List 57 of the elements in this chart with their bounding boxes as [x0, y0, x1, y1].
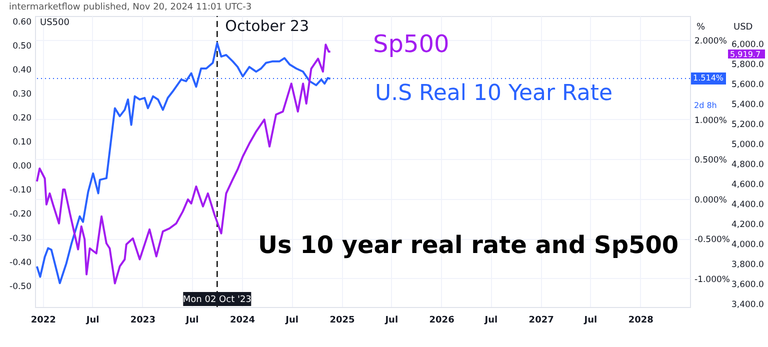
y3-axis-title: USD: [734, 22, 753, 32]
y2-tick-label: 0.000%: [694, 195, 727, 206]
y2-tick-label: -1.000%: [694, 274, 730, 285]
y3-tick-label: 3,800.0: [732, 260, 764, 270]
text: 5,919.7: [730, 50, 761, 59]
y-tick-label: 0.00: [12, 162, 32, 172]
x-tick-label: 2022: [30, 316, 56, 326]
y3-tick-label: 5,600.0: [732, 80, 764, 90]
x-tick-label: Jul: [484, 316, 498, 326]
y-tick-label: 0.30: [12, 89, 32, 100]
ref-line-label: 1.514%: [693, 73, 724, 82]
y3-tick-label: 6,000.0: [732, 40, 764, 50]
y3-tick-label: 4,400.0: [732, 200, 764, 210]
x-tick-label: 2024: [230, 316, 256, 326]
text: U.S Real 10 Year Rate: [375, 81, 612, 106]
y-tick-label: -0.20: [10, 210, 32, 220]
y3-tick-label: 4,000.0: [732, 240, 764, 250]
x-tick-label: Jul: [583, 316, 598, 326]
ref-line-label: October 23: [225, 17, 310, 35]
y-tick-label: 0.50: [12, 41, 32, 52]
y-tick-label: 0.40: [12, 65, 32, 76]
y3-tick-label: 5,000.0: [732, 140, 764, 150]
y-tick-label: -0.40: [10, 258, 32, 268]
y3-tick-label: 5,800.0: [732, 60, 764, 70]
x-tick-label: 2026: [429, 316, 454, 326]
text: 2d 8h: [694, 101, 717, 110]
y3-tick-label: 4,600.0: [732, 180, 764, 190]
chart-title: intermarketflow published, Nov 20, 2024 11:01 UTC-3: [9, 2, 252, 12]
y2-tick-label: 1.000%: [694, 116, 727, 126]
annotation: Mon 02 Oct '23: [182, 295, 252, 305]
y-tick-label: -0.30: [10, 234, 32, 244]
y-tick-label: 0.10: [12, 138, 32, 148]
x-tick-label: 2025: [330, 316, 355, 326]
y-tick-label: -0.10: [10, 186, 32, 196]
y-tick-label: 0.60: [12, 17, 32, 28]
x-tick-label: Jul: [384, 316, 398, 326]
x-tick-label: 2028: [628, 316, 654, 326]
series-label: Sp500: [373, 30, 450, 58]
annotation: Us 10 year real rate and Sp500: [258, 231, 679, 259]
x-tick-label: 2023: [130, 316, 156, 326]
x-tick-label: Jul: [184, 316, 199, 326]
y2-axis-title: %: [696, 22, 706, 32]
y2-tick-label: 0.500%: [694, 156, 727, 166]
y3-tick-label: 3,400.0: [732, 300, 764, 310]
y-tick-label: 0.20: [12, 114, 32, 124]
y2-tick-label: 2.000%: [694, 36, 727, 46]
x-tick-label: 2027: [528, 316, 554, 326]
y3-tick-label: 4,200.0: [732, 220, 764, 230]
y3-tick-label: 5,400.0: [732, 100, 764, 110]
y-tick-label: -0.50: [10, 282, 32, 292]
y3-tick-label: 3,600.0: [732, 280, 764, 290]
y2-tick-label: -0.500%: [694, 235, 730, 246]
annotation: US500: [40, 18, 70, 28]
x-tick-label: Jul: [284, 316, 299, 326]
y3-tick-label: 5,200.0: [732, 120, 764, 130]
y3-tick-label: 4,800.0: [732, 160, 764, 170]
x-tick-label: Jul: [85, 316, 100, 326]
